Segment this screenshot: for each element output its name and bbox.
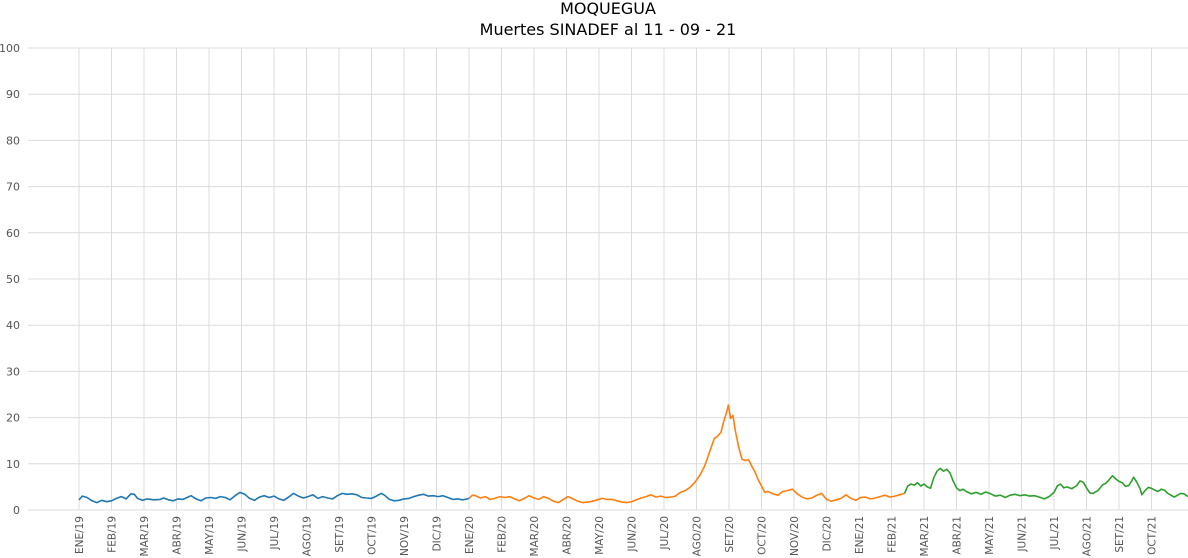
- x-tick-label: ENE/20: [464, 516, 476, 554]
- x-tick-label: AGO/20: [692, 516, 704, 556]
- x-tick-label: OCT/20: [757, 516, 769, 555]
- y-tick-label: 90: [6, 88, 20, 101]
- x-tick-label: JUN/20: [627, 516, 639, 553]
- y-tick-label: 70: [6, 181, 20, 194]
- y-tick-label: 50: [6, 273, 20, 286]
- x-tick-label: FEB/21: [887, 516, 899, 553]
- y-tick-label: 100: [0, 42, 20, 55]
- x-tick-label: OCT/21: [1147, 516, 1159, 555]
- x-tick-label: ABR/21: [952, 516, 964, 555]
- x-tick-label: OCT/19: [367, 516, 379, 555]
- x-tick-label: MAY/19: [204, 516, 216, 555]
- x-tick-label: SET/19: [334, 516, 346, 553]
- x-tick-label: JUL/19: [269, 516, 281, 551]
- x-tick-label: JUN/19: [237, 516, 249, 553]
- x-tick-label: ABR/20: [562, 516, 574, 555]
- x-tick-label: FEB/19: [107, 516, 119, 553]
- y-tick-label: 60: [6, 227, 20, 240]
- x-tick-label: MAR/19: [139, 516, 151, 556]
- chart-title: MOQUEGUA: [560, 0, 656, 18]
- x-tick-label: JUN/21: [1017, 516, 1029, 553]
- x-tick-label: ENE/19: [74, 516, 86, 554]
- x-tick-label: DIC/20: [822, 516, 834, 551]
- x-tick-label: FEB/20: [497, 516, 509, 553]
- x-tick-label: NOV/20: [789, 516, 801, 556]
- y-tick-label: 30: [6, 365, 20, 378]
- x-tick-label: SET/20: [724, 516, 736, 553]
- y-tick-label: 40: [6, 319, 20, 332]
- y-tick-label: 10: [6, 458, 20, 471]
- y-axis-ticks: 0 10 20 30 40 50 60 70 80 90 100: [0, 42, 20, 517]
- x-tick-label: AGO/21: [1082, 516, 1094, 556]
- series-line-2: [468, 404, 905, 504]
- x-tick-label: MAY/20: [594, 516, 606, 555]
- series-line-1: [78, 491, 470, 504]
- series-line-3: [903, 467, 1188, 500]
- x-tick-label: JUL/20: [659, 516, 671, 551]
- chart-subtitle: Muertes SINADEF al 11 - 09 - 21: [480, 20, 737, 39]
- x-tick-label: MAR/21: [919, 516, 931, 556]
- y-tick-label: 80: [6, 134, 20, 147]
- x-axis-ticks: ENE/19 FEB/19 MAR/19 ABR/19 MAY/19 JUN/19 JUL/…: [74, 516, 1159, 556]
- x-tick-label: DIC/19: [432, 516, 444, 551]
- grid-lines: [28, 47, 1188, 511]
- y-tick-label: 0: [13, 504, 20, 517]
- x-tick-label: ABR/19: [172, 516, 184, 555]
- x-tick-label: NOV/19: [399, 516, 411, 556]
- x-tick-label: MAR/20: [529, 516, 541, 556]
- series-lines: [78, 404, 1188, 504]
- y-tick-label: 20: [6, 412, 20, 425]
- x-tick-label: MAY/21: [984, 516, 996, 555]
- x-tick-label: SET/21: [1114, 516, 1126, 553]
- x-tick-label: AGO/19: [302, 516, 314, 556]
- x-tick-label: JUL/21: [1049, 516, 1061, 551]
- x-tick-label: ENE/21: [854, 516, 866, 554]
